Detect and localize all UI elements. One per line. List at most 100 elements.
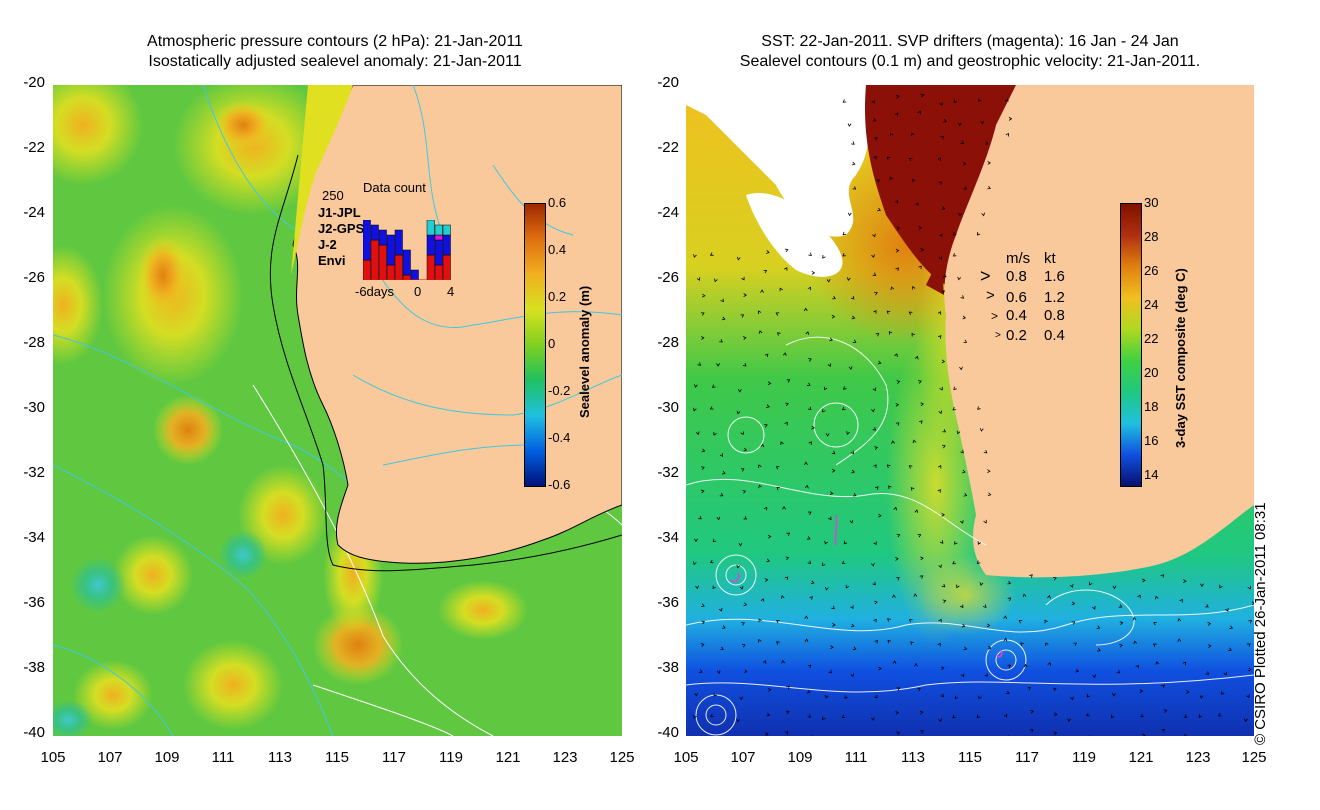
velocity-arrow xyxy=(741,276,745,281)
velocity-arrow xyxy=(957,276,962,281)
velocity-arrow xyxy=(700,336,705,340)
velocity-arrow xyxy=(896,687,901,691)
copyright-text: © CSIRO Plotted 26-Jan-2011 08:31 xyxy=(1252,502,1269,745)
velocity-arrow xyxy=(741,644,746,648)
velocity-arrow xyxy=(1219,584,1223,589)
velocity-arrow xyxy=(821,562,826,567)
velocity-arrow xyxy=(720,298,724,303)
velocity-arrow xyxy=(736,256,741,261)
left-y-tick: -36 xyxy=(23,594,45,611)
inset-bar xyxy=(363,220,371,261)
velocity-arrow xyxy=(807,664,812,669)
velocity-arrow xyxy=(1161,728,1165,733)
velocity-arrow xyxy=(714,278,718,283)
inset-bar xyxy=(426,220,435,236)
velocity-arrow xyxy=(713,692,717,697)
velocity-arrow xyxy=(843,540,848,545)
inset-series-label: J-2 xyxy=(318,237,337,252)
velocity-arrow xyxy=(960,295,965,299)
velocity-arrow xyxy=(958,212,962,217)
velocity-arrow xyxy=(805,484,809,489)
velocity-arrow xyxy=(873,464,877,468)
velocity-arrow xyxy=(1067,718,1072,723)
velocity-arrow xyxy=(762,660,767,664)
velocity-arrow xyxy=(937,311,942,315)
velocity-arrow xyxy=(741,622,745,626)
left-x-tick: 107 xyxy=(97,749,123,766)
velocity-arrow xyxy=(766,558,771,563)
velocity-arrow xyxy=(963,492,968,497)
velocity-arrow xyxy=(895,711,900,715)
velocity-legend-ms: 0.2 xyxy=(1006,327,1027,344)
velocity-arrow xyxy=(1223,671,1228,676)
velocity-arrow xyxy=(782,352,787,356)
velocity-arrow xyxy=(874,639,878,644)
velocity-arrow xyxy=(979,582,984,586)
velocity-arrow xyxy=(784,248,789,253)
velocity-arrow xyxy=(914,509,919,513)
inset-bar xyxy=(442,234,451,256)
left-x-tick: 115 xyxy=(325,749,349,766)
velocity-legend-kt: 0.4 xyxy=(1044,327,1065,344)
right-title-line1: SST: 22-Jan-2011. SVP drifters (magenta)… xyxy=(761,33,1179,50)
velocity-arrow xyxy=(851,161,856,166)
velocity-arrow xyxy=(1071,601,1076,606)
left-y-tick: -38 xyxy=(23,659,45,676)
velocity-arrow xyxy=(709,406,714,410)
velocity-arrow xyxy=(804,615,809,620)
velocity-arrow xyxy=(942,599,947,604)
velocity-arrow xyxy=(1185,689,1190,694)
velocity-arrow xyxy=(850,295,855,300)
velocity-arrow xyxy=(1047,661,1052,666)
velocity-arrow xyxy=(847,212,852,217)
velocity-arrow xyxy=(851,315,856,320)
left-y-tick: -20 xyxy=(23,74,45,91)
velocity-arrow xyxy=(1096,625,1101,629)
velocity-arrow xyxy=(810,580,815,585)
velocity-arrow xyxy=(872,118,877,122)
velocity-arrow xyxy=(959,366,963,371)
velocity-arrow xyxy=(694,538,698,543)
velocity-arrow xyxy=(700,643,705,647)
left-title-line2: Isostatically adjusted sealevel anomaly:… xyxy=(148,53,522,70)
velocity-arrow xyxy=(1119,643,1123,648)
velocity-arrow xyxy=(1086,694,1091,698)
velocity-arrow xyxy=(983,449,988,454)
velocity-arrow xyxy=(763,506,768,511)
velocity-arrow xyxy=(851,469,855,474)
velocity-arrow xyxy=(1154,595,1159,600)
velocity-arrow xyxy=(986,623,991,628)
velocity-arrow xyxy=(823,386,828,391)
velocity-arrow xyxy=(877,360,882,365)
velocity-arrow xyxy=(873,309,877,314)
velocity-arrow xyxy=(875,332,880,337)
velocity-arrow xyxy=(957,122,962,127)
velocity-arrow xyxy=(876,179,880,183)
velocity-arrow xyxy=(846,277,851,281)
sla-colorbar-tick: -0.4 xyxy=(548,430,571,445)
velocity-arrow xyxy=(1023,663,1028,668)
velocity-arrow xyxy=(1047,594,1051,599)
velocity-arrow xyxy=(786,685,790,690)
velocity-arrow xyxy=(1119,621,1124,626)
velocity-arrow xyxy=(711,384,716,388)
velocity-arrow xyxy=(941,290,946,294)
velocity-arrow xyxy=(873,541,877,545)
velocity-arrow xyxy=(831,450,836,455)
left-y-tick: -34 xyxy=(23,529,45,546)
velocity-arrow xyxy=(871,254,875,259)
velocity-arrow xyxy=(1163,709,1168,713)
velocity-arrow xyxy=(766,250,770,254)
velocity-arrow xyxy=(942,274,947,278)
velocity-arrow xyxy=(841,714,846,718)
velocity-arrow xyxy=(1075,668,1080,673)
inset-bar xyxy=(442,254,451,280)
velocity-arrow xyxy=(826,279,831,283)
velocity-arrow xyxy=(740,431,744,436)
velocity-arrow xyxy=(1139,689,1144,693)
velocity-arrow xyxy=(987,492,992,497)
velocity-arrow xyxy=(941,512,945,517)
velocity-arrow xyxy=(1153,622,1157,626)
velocity-arrow xyxy=(701,603,705,608)
velocity-arrow xyxy=(873,155,877,160)
